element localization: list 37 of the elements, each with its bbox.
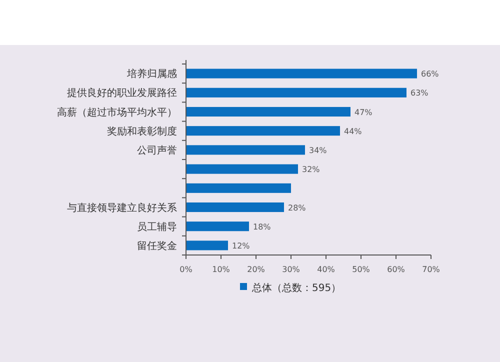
bar — [186, 88, 406, 98]
bar — [186, 68, 417, 78]
legend: 总体（总数：595） — [240, 283, 342, 294]
bar — [186, 202, 284, 212]
x-tick-label: 40% — [317, 265, 336, 274]
x-tick-label: 60% — [387, 265, 406, 274]
data-label: 32% — [302, 165, 320, 174]
y-tick-label: 提供良好的职业发展路径 — [67, 87, 177, 100]
x-tick-label: 20% — [247, 265, 266, 274]
data-label: 44% — [344, 126, 362, 136]
data-label: 34% — [309, 146, 328, 155]
data-label: 28% — [288, 203, 306, 212]
x-tick-label: 30% — [282, 265, 300, 274]
bar — [186, 145, 305, 155]
y-tick-label: 奖励和表彰制度 — [107, 125, 177, 138]
data-label: 66% — [421, 70, 440, 79]
y-tick-label: 培养归属感 — [126, 68, 177, 80]
y-tick-label: 员工辅导 — [137, 220, 177, 233]
bar — [186, 126, 340, 136]
bar — [186, 164, 298, 174]
x-tick-label: 10% — [212, 265, 230, 274]
data-label: 12% — [232, 241, 250, 250]
legend-label: 总体（总数：595） — [251, 282, 342, 294]
y-tick-label: 高薪（超过市场平均水平） — [57, 106, 177, 118]
bar — [186, 183, 291, 193]
bar — [186, 106, 350, 117]
data-label: 47% — [354, 108, 373, 117]
x-tick-label: 0% — [180, 265, 193, 274]
x-tick-label: 50% — [352, 265, 370, 274]
x-tick-label: 70% — [422, 265, 440, 274]
y-tick-label: 留任奖金 — [137, 240, 177, 252]
y-tick-label: 公司声誉 — [137, 144, 177, 156]
data-label: 18% — [253, 222, 272, 232]
bar — [186, 240, 228, 250]
y-tick-label: 与直接领导建立良好关系 — [67, 202, 177, 214]
bar — [186, 222, 249, 232]
data-label: 63% — [410, 88, 429, 98]
